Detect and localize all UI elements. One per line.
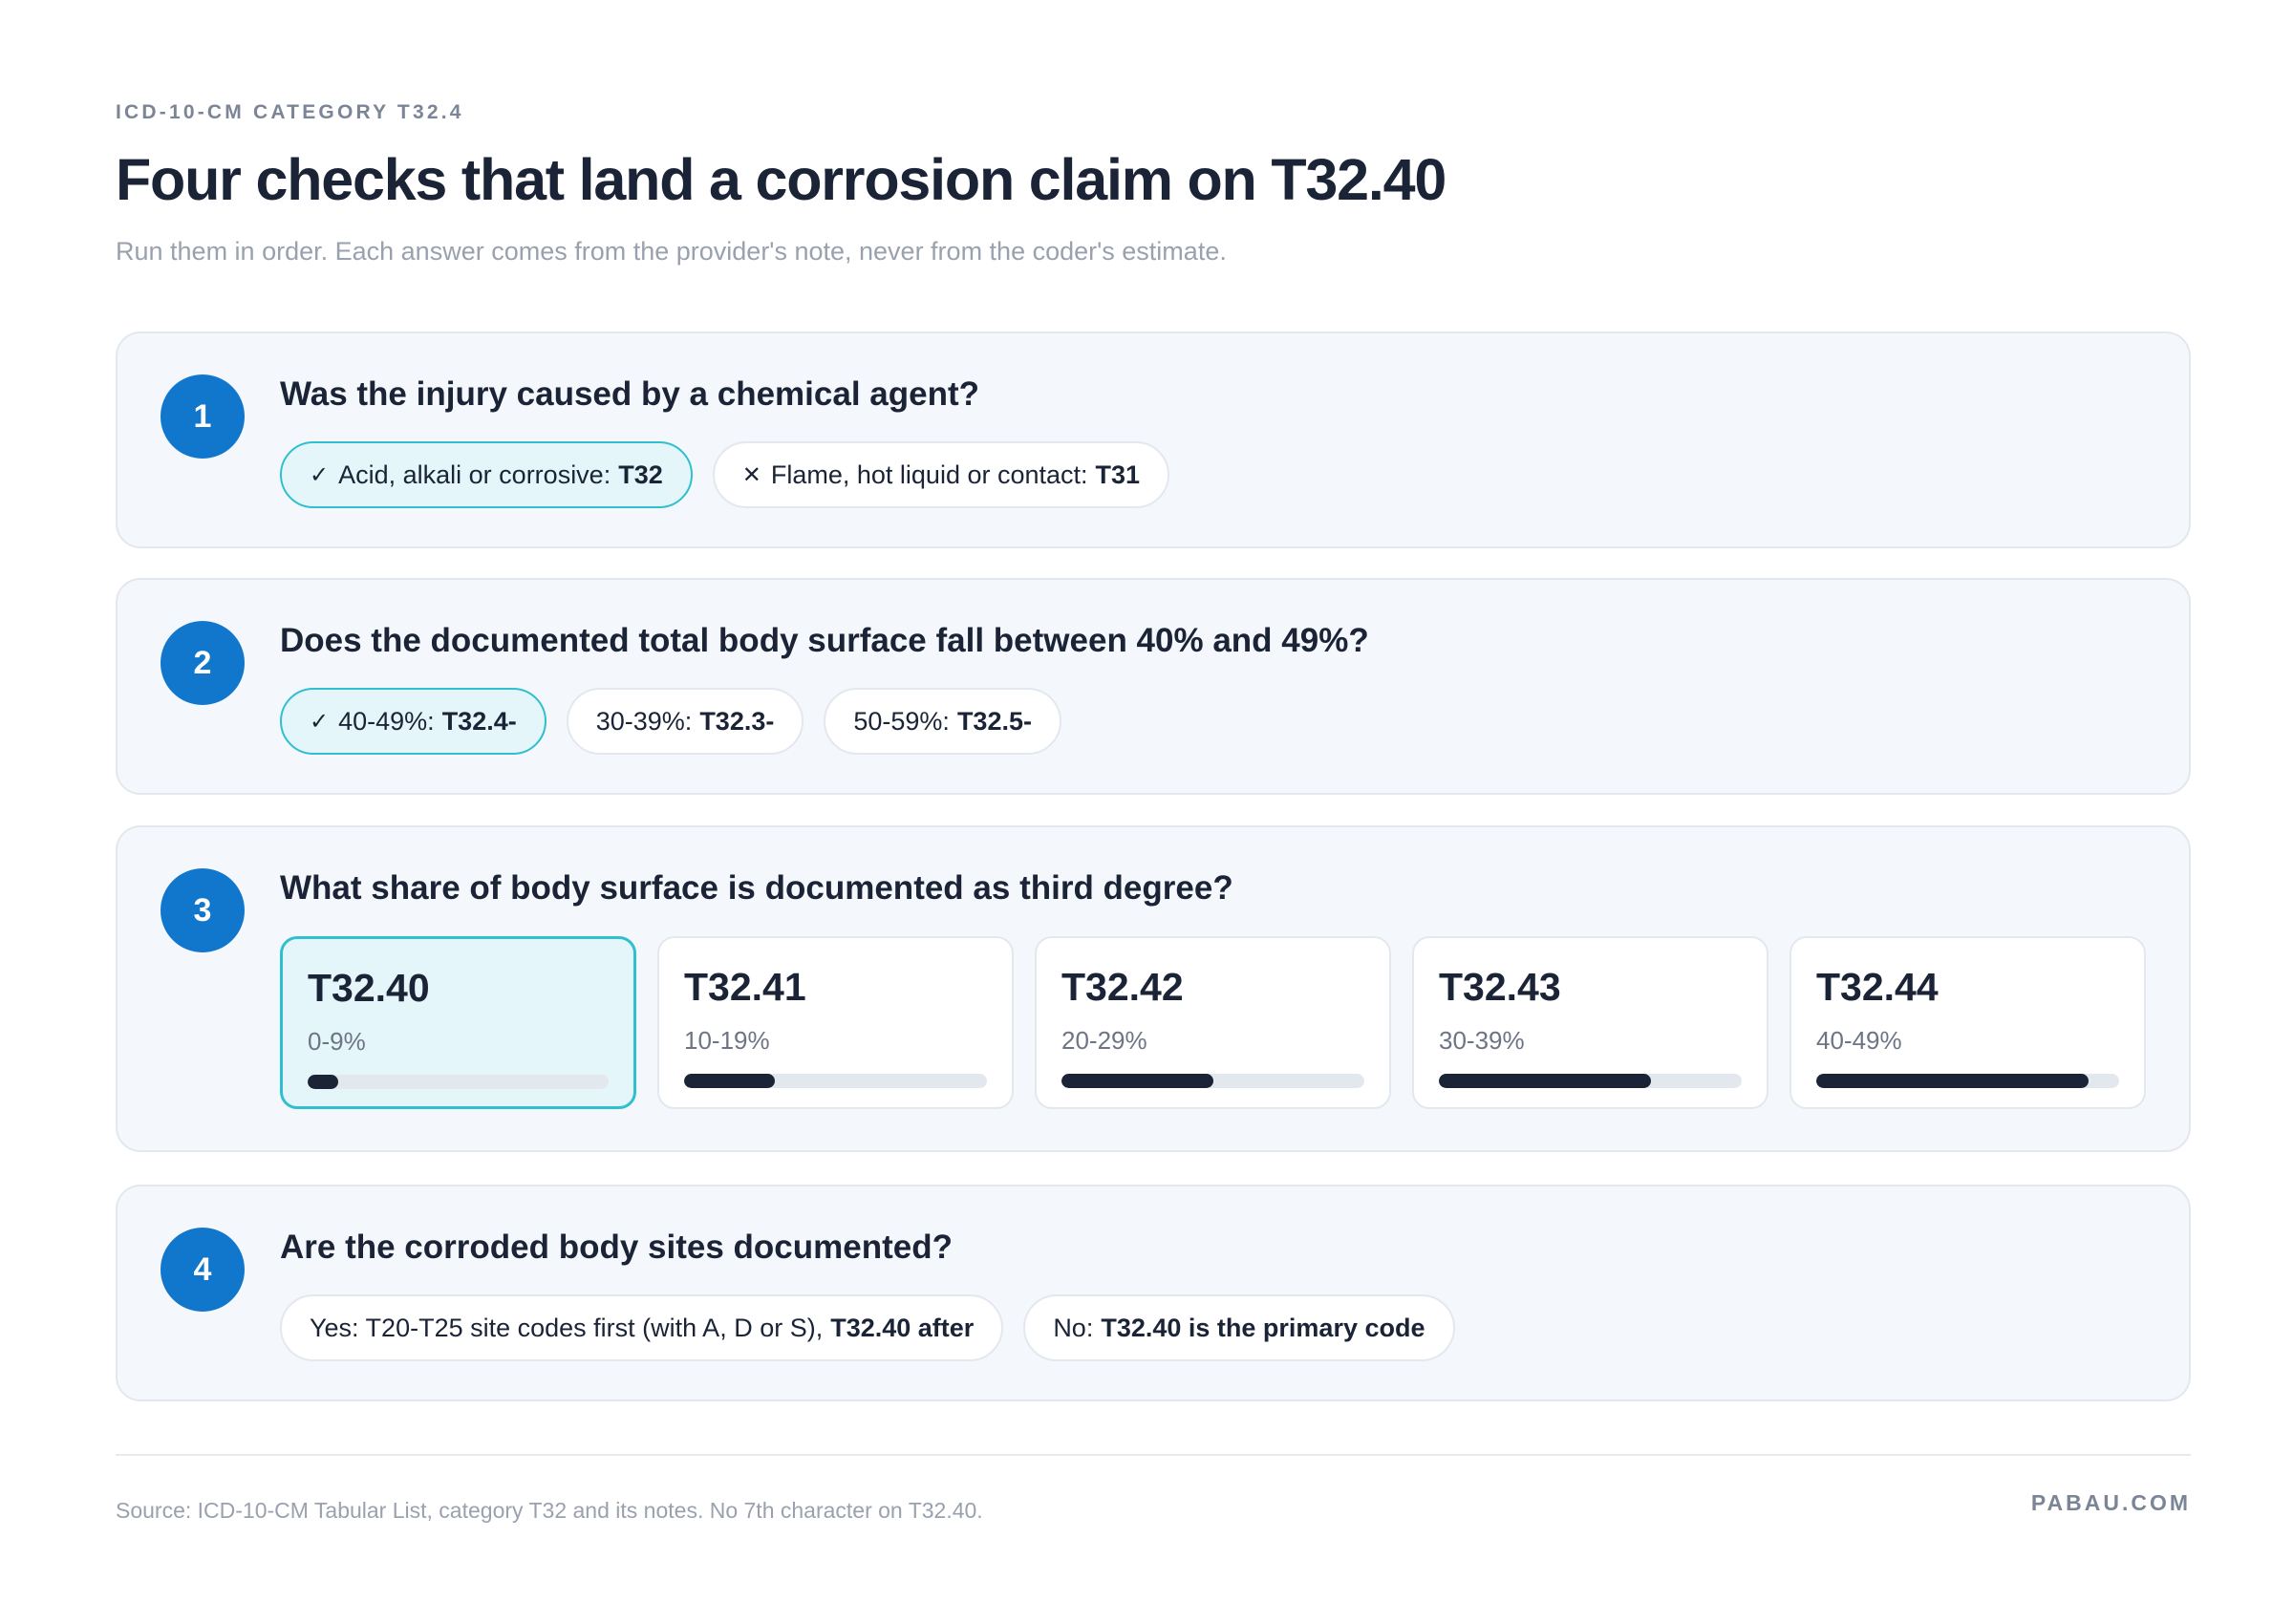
tile-t32-44[interactable]: T32.44 40-49% [1789, 936, 2146, 1109]
level-bar [1816, 1074, 2119, 1088]
step-number-badge: 2 [161, 621, 245, 705]
eyebrow-label: ICD-10-CM CATEGORY T32.4 [116, 101, 464, 123]
step-number-badge: 3 [161, 868, 245, 952]
option-30-39[interactable]: 30-39%: T32.3- [566, 688, 804, 755]
option-40-49[interactable]: ✓ 40-49%: T32.4- [280, 688, 546, 755]
tile-t32-42[interactable]: T32.42 20-29% [1035, 936, 1391, 1109]
cross-icon: ✕ [741, 461, 761, 488]
option-50-59[interactable]: 50-59%: T32.5- [824, 688, 1061, 755]
step-card-1: 1 Was the injury caused by a chemical ag… [116, 331, 2191, 548]
option-code: T32 [618, 459, 663, 489]
option-code: T32.40 after [830, 1313, 975, 1342]
tile-code: T32.43 [1439, 965, 1561, 1009]
tile-range: 40-49% [1816, 1026, 1902, 1055]
step-number-badge: 4 [161, 1228, 245, 1312]
option-code: T32.5- [956, 706, 1032, 736]
level-bar [308, 1075, 609, 1089]
tile-t32-43[interactable]: T32.43 30-39% [1412, 936, 1768, 1109]
option-label: 40-49%: [338, 706, 435, 736]
level-bar-fill [1816, 1074, 2089, 1088]
option-label: Yes: T20-T25 site codes first (with A, D… [310, 1313, 824, 1342]
tile-range: 10-19% [684, 1026, 770, 1055]
tile-range: 30-39% [1439, 1026, 1525, 1055]
tile-range: 20-29% [1061, 1026, 1147, 1055]
level-bar [1061, 1074, 1364, 1088]
level-bar [1439, 1074, 1742, 1088]
step-number-badge: 1 [161, 374, 245, 459]
source-note: Source: ICD-10-CM Tabular List, category… [116, 1498, 983, 1523]
option-sites-documented[interactable]: Yes: T20-T25 site codes first (with A, D… [280, 1294, 1004, 1361]
option-sites-not-documented[interactable]: No: T32.40 is the primary code [1023, 1294, 1455, 1361]
option-label: Flame, hot liquid or contact: [770, 459, 1088, 489]
tile-t32-40[interactable]: T32.40 0-9% [280, 936, 636, 1109]
option-code: T32.40 is the primary code [1101, 1313, 1425, 1342]
step-card-2: 2 Does the documented total body surface… [116, 578, 2191, 795]
option-chemical-agent[interactable]: ✓ Acid, alkali or corrosive: T32 [280, 441, 693, 508]
step-question: What share of body surface is documented… [280, 869, 1233, 907]
tile-code: T32.40 [308, 966, 430, 1010]
level-bar-fill [1439, 1074, 1651, 1088]
check-icon: ✓ [310, 461, 330, 488]
check-icon: ✓ [310, 708, 330, 735]
option-label: Acid, alkali or corrosive: [338, 459, 611, 489]
level-bar-fill [684, 1074, 776, 1088]
answer-options: Yes: T20-T25 site codes first (with A, D… [280, 1294, 1455, 1361]
level-bar-fill [1061, 1074, 1213, 1088]
level-bar [684, 1074, 987, 1088]
answer-options: ✓ 40-49%: T32.4- 30-39%: T32.3- 50-59%: … [280, 688, 1061, 755]
tile-code: T32.44 [1816, 965, 1939, 1009]
option-code: T32.3- [699, 706, 775, 736]
option-label: 50-59%: [853, 706, 950, 736]
option-code: T31 [1095, 459, 1141, 489]
option-code: T32.4- [441, 706, 517, 736]
step-card-3: 3 What share of body surface is document… [116, 825, 2191, 1152]
tile-range: 0-9% [308, 1027, 366, 1056]
tile-t32-41[interactable]: T32.41 10-19% [657, 936, 1014, 1109]
brand-link[interactable]: PABAU.COM [2030, 1490, 2191, 1515]
option-label: No: [1053, 1313, 1094, 1342]
option-thermal[interactable]: ✕ Flame, hot liquid or contact: T31 [712, 441, 1170, 508]
level-bar-fill [308, 1075, 338, 1089]
code-tiles: T32.40 0-9% T32.41 10-19% T32.42 20-29% … [280, 936, 2146, 1109]
tile-code: T32.42 [1061, 965, 1184, 1009]
step-card-4: 4 Are the corroded body sites documented… [116, 1185, 2191, 1401]
footer-divider [116, 1454, 2191, 1456]
option-label: 30-39%: [595, 706, 693, 736]
page-subtitle: Run them in order. Each answer comes fro… [116, 237, 1227, 266]
tile-code: T32.41 [684, 965, 806, 1009]
step-question: Does the documented total body surface f… [280, 622, 1369, 659]
page-title: Four checks that land a corrosion claim … [116, 147, 1447, 212]
step-question: Are the corroded body sites documented? [280, 1229, 953, 1266]
answer-options: ✓ Acid, alkali or corrosive: T32 ✕ Flame… [280, 441, 1170, 508]
step-question: Was the injury caused by a chemical agen… [280, 375, 979, 413]
